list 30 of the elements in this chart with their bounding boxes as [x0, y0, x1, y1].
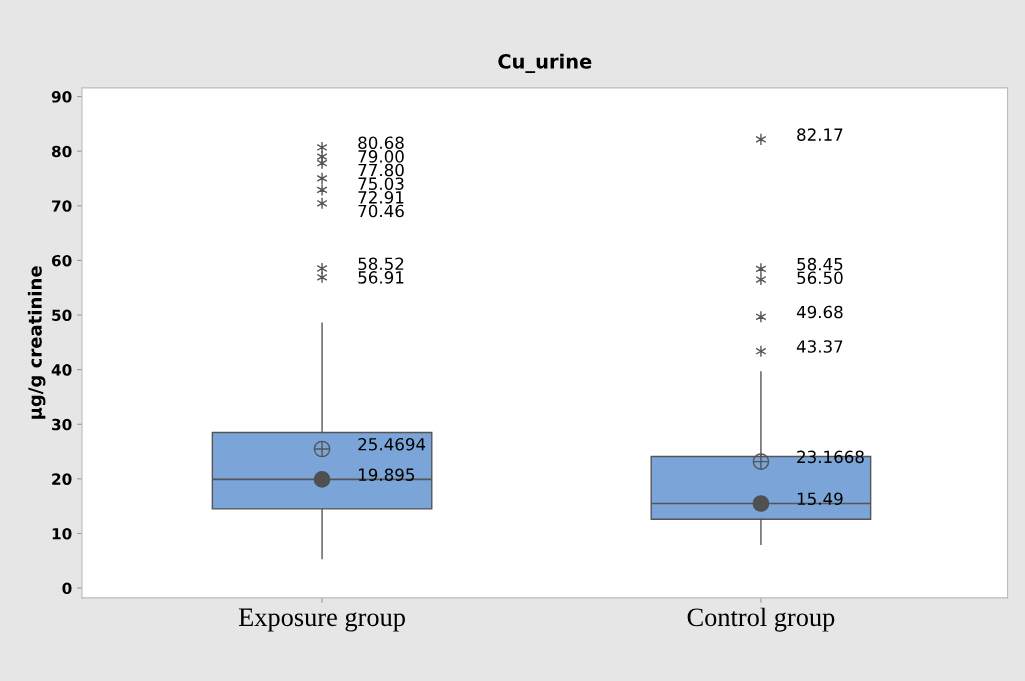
- annotation: 79.00: [358, 150, 404, 163]
- y-tick-label: 50: [52, 309, 72, 322]
- y-tick-label: 10: [52, 527, 72, 540]
- annotation: 72.91: [358, 191, 404, 204]
- annotation: 15.49: [797, 492, 843, 506]
- annotation: 19.895: [359, 468, 415, 481]
- annotation: 56.50: [797, 271, 843, 285]
- y-tick-label: 70: [52, 200, 72, 212]
- y-tick-label: 30: [52, 418, 72, 431]
- annotation: 80.68: [358, 136, 404, 150]
- annotation: 56.91: [358, 271, 404, 284]
- x-tick-label: Control group: [687, 607, 835, 632]
- annotation: 49.68: [796, 305, 843, 319]
- annotation: 58.45: [797, 257, 843, 271]
- annotation: 75.03: [358, 177, 404, 190]
- annotation: 43.37: [796, 340, 843, 353]
- y-tick-label: 40: [51, 364, 72, 376]
- y-axis-title: µg/g creatinine: [27, 266, 46, 419]
- y-tick-label: 20: [52, 473, 72, 485]
- y-tick-label: 90: [51, 91, 72, 103]
- annotation: 70.46: [358, 204, 404, 218]
- x-tick-label: Exposure group: [238, 608, 405, 632]
- annotation: 77.80: [358, 163, 404, 177]
- y-tick-label: 80: [51, 145, 72, 158]
- y-tick-label: 60: [51, 254, 72, 267]
- chart-title: Cu_urine: [498, 53, 592, 73]
- y-tick-label: 0: [62, 582, 72, 595]
- annotation: 58.52: [358, 257, 404, 271]
- annotation: 82.17: [797, 128, 843, 141]
- annotation: 25.4694: [358, 437, 426, 451]
